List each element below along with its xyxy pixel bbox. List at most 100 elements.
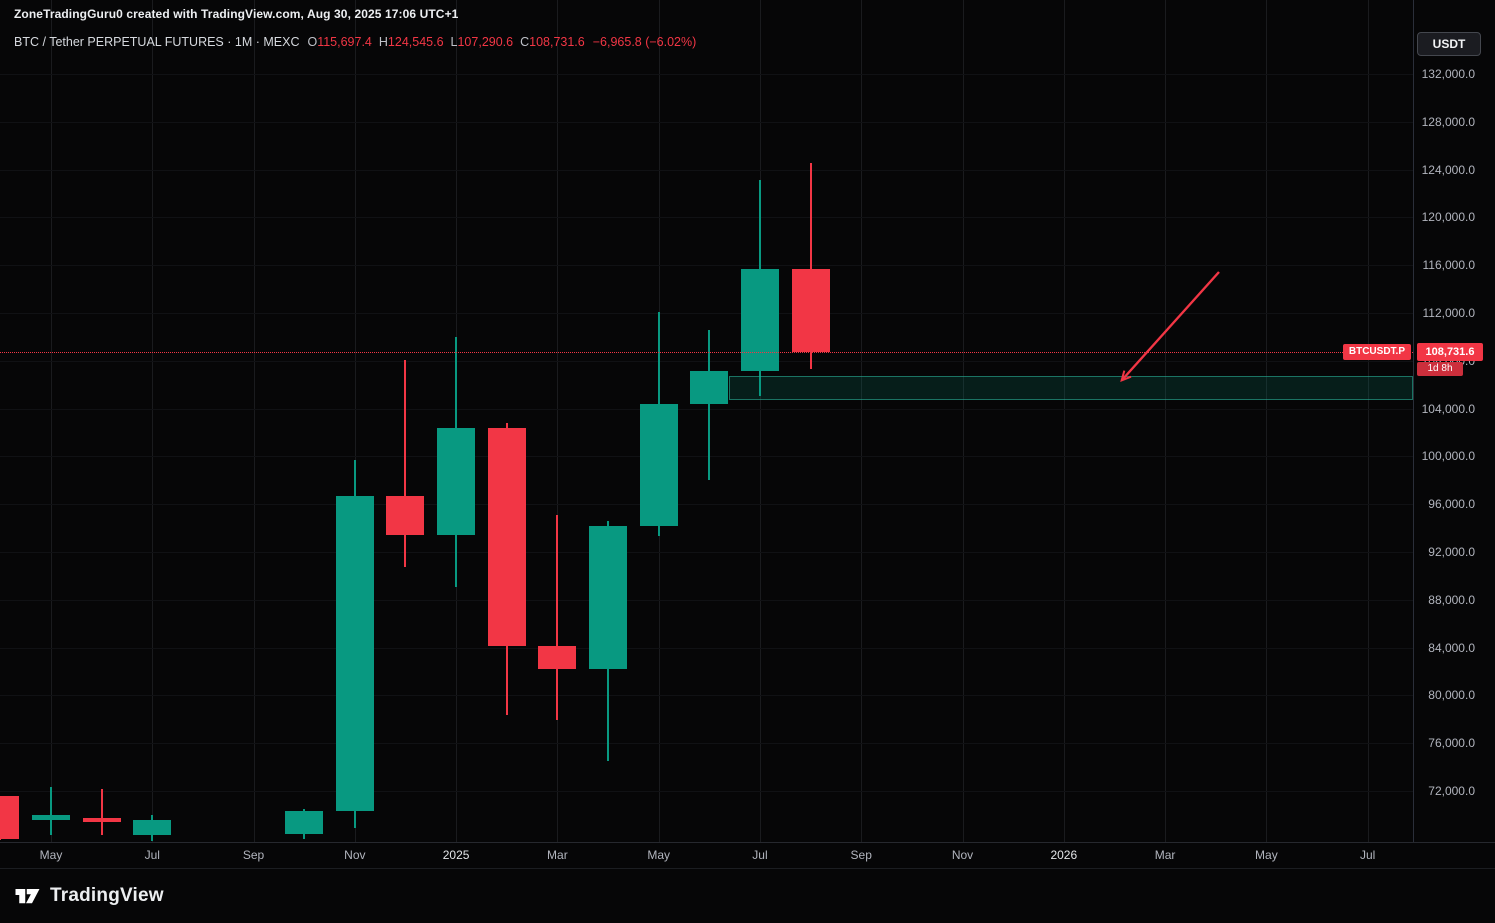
vertical-gridline: [1266, 0, 1268, 842]
candle-wick: [809, 163, 812, 370]
last-price-label: 108,731.6: [1417, 343, 1483, 362]
candle-body: [740, 268, 779, 371]
time-axis-label: Nov: [951, 848, 974, 862]
chart-pane[interactable]: BTCUSDT.P: [0, 0, 1413, 842]
ohlc-item: O 115,697.4: [307, 35, 372, 49]
attribution-text: ZoneTradingGuru0 created with TradingVie…: [14, 7, 459, 21]
vertical-gridline: [152, 0, 154, 842]
candle-body: [133, 819, 172, 836]
symbol-title[interactable]: BTC / Tether PERPETUAL FUTURES · 1M · ME…: [14, 35, 300, 49]
price-axis-label: 84,000.0: [1428, 640, 1475, 655]
candle-body: [386, 495, 425, 536]
horizontal-gridline: [0, 695, 1413, 697]
footer-bar: TradingView: [0, 868, 1495, 923]
time-axis-label: May: [647, 848, 671, 862]
symbol-legend: BTC / Tether PERPETUAL FUTURES · 1M · ME…: [14, 35, 696, 49]
price-axis-label: 132,000.0: [1421, 67, 1475, 81]
tradingview-logo[interactable]: TradingView: [14, 885, 164, 907]
candle-body: [690, 370, 729, 404]
price-axis-label: 120,000.0: [1421, 210, 1475, 225]
price-axis-label: 92,000.0: [1428, 545, 1475, 559]
bar-countdown-label: 1d 8h: [1417, 362, 1463, 377]
ohlc-values: O 115,697.4 H 124,545.6 L 107,290.6 C 108,731.6: [307, 35, 584, 49]
candle-body: [639, 403, 678, 526]
candle-body: [589, 525, 628, 669]
price-axis-label: 116,000.0: [1422, 258, 1476, 273]
time-axis-label: Mar: [1154, 848, 1176, 862]
candle-body: [487, 428, 526, 646]
horizontal-gridline: [0, 791, 1413, 792]
ohlc-item: L 107,290.6: [450, 35, 514, 49]
price-axis-label: 96,000.0: [1428, 497, 1475, 512]
vertical-gridline: [51, 0, 52, 842]
demand-zone-drawing[interactable]: [729, 376, 1413, 401]
time-axis-label: Jul: [144, 848, 160, 862]
price-axis-label: 104,000.0: [1421, 401, 1475, 416]
horizontal-gridline: [0, 647, 1413, 649]
candle-wick: [404, 360, 407, 567]
candle-body: [285, 810, 324, 834]
horizontal-gridline: [0, 408, 1413, 410]
vertical-gridline: [1063, 0, 1065, 842]
horizontal-gridline: [0, 265, 1413, 267]
tradingview-logo-icon: [15, 888, 40, 903]
horizontal-gridline: [0, 74, 1413, 75]
ohlc-item: C 108,731.6: [520, 35, 585, 49]
price-axis-label: 100,000.0: [1421, 449, 1475, 464]
candle-wick: [708, 329, 711, 480]
candle-body: [437, 428, 476, 536]
candle-body: [32, 815, 70, 820]
price-axis-label: 80,000.0: [1428, 688, 1475, 703]
candle-wick: [100, 788, 103, 836]
time-axis-label: Nov: [344, 848, 366, 862]
candle-body: [0, 796, 20, 840]
tradingview-logo-text: TradingView: [50, 885, 164, 906]
vertical-gridline: [557, 0, 559, 842]
horizontal-gridline: [0, 743, 1413, 745]
candle-wick: [50, 787, 52, 835]
change-value: −6,965.8 (−6.02%): [592, 35, 697, 49]
time-axis-label: Sep: [850, 848, 872, 862]
vertical-gridline: [861, 0, 863, 842]
candle-wick: [556, 514, 559, 721]
horizontal-gridline: [0, 504, 1413, 506]
price-line-symbol-tag: BTCUSDT.P: [1342, 344, 1411, 361]
candle-body: [791, 268, 830, 353]
vertical-gridline: [1165, 0, 1167, 842]
vertical-gridline: [354, 0, 356, 842]
horizontal-gridline: [0, 169, 1413, 171]
time-axis[interactable]: May Jul Sep Nov 2025 Mar May Jul Sep Nov 2026 Mar Ma…: [0, 842, 1495, 868]
price-axis-label: 112,000.0: [1422, 306, 1476, 320]
currency-toggle-button[interactable]: USDT: [1417, 32, 1481, 56]
ohlc-item: H 124,545.6: [378, 35, 444, 49]
candle-body: [82, 818, 121, 823]
current-price-line: [0, 352, 1413, 354]
horizontal-gridline: [0, 552, 1413, 553]
horizontal-gridline: [0, 313, 1413, 314]
vertical-gridline: [1367, 0, 1369, 842]
price-axis[interactable]: 108,731.6 1d 8h 132,000.0 128,000.0 124,00…: [1413, 0, 1495, 842]
time-axis-label: May: [1255, 848, 1278, 862]
vertical-gridline: [253, 0, 255, 842]
time-axis-label: May: [39, 848, 63, 862]
price-axis-label: 88,000.0: [1428, 592, 1475, 607]
time-axis-label: Sep: [242, 848, 265, 862]
horizontal-gridline: [0, 360, 1413, 362]
candle-body: [335, 495, 374, 811]
time-axis-label: Mar: [547, 848, 568, 862]
horizontal-gridline: [0, 217, 1413, 219]
time-axis-label: Jul: [752, 848, 768, 862]
time-axis-label: 2025: [442, 848, 470, 862]
time-axis-label: 2026: [1050, 848, 1078, 862]
price-axis-label: 76,000.0: [1428, 736, 1475, 751]
price-axis-label: 124,000.0: [1421, 162, 1475, 177]
vertical-gridline: [962, 0, 964, 842]
price-axis-label: 72,000.0: [1428, 784, 1475, 798]
vertical-gridline: [759, 0, 761, 842]
price-axis-label: 128,000.0: [1421, 114, 1475, 129]
arrow-annotation[interactable]: [0, 0, 1413, 842]
horizontal-gridline: [0, 121, 1413, 123]
candle-body: [538, 645, 577, 669]
horizontal-gridline: [0, 599, 1413, 601]
